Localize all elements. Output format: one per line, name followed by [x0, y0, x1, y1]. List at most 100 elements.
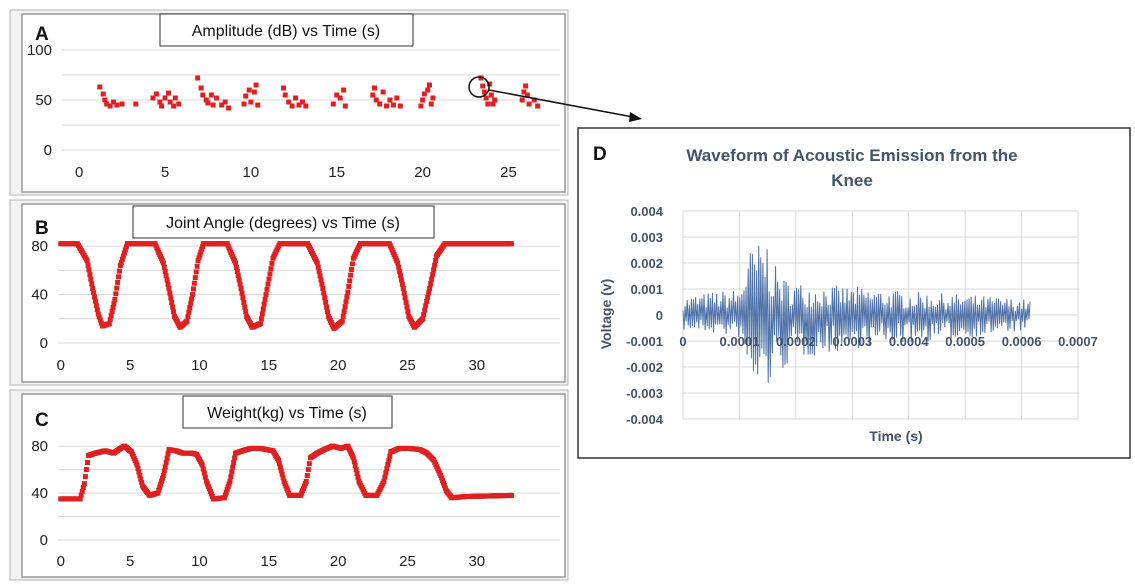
data-point [322, 295, 328, 301]
data-point [266, 276, 272, 282]
data-point [139, 479, 145, 485]
data-point [231, 460, 237, 466]
data-point [92, 298, 98, 304]
data-point [253, 82, 259, 88]
data-point [324, 304, 330, 310]
data-point [384, 466, 390, 472]
data-point [282, 92, 288, 98]
data-point [197, 252, 203, 258]
data-point [427, 286, 433, 291]
data-point [200, 92, 206, 98]
x-tick-label: 25 [399, 553, 416, 570]
data-point [235, 273, 241, 279]
data-point [205, 100, 211, 106]
data-point [102, 97, 108, 103]
data-point [111, 99, 117, 105]
data-point [134, 462, 140, 468]
y-tick-label: 40 [31, 485, 48, 502]
data-point [95, 311, 101, 317]
data-point [268, 266, 274, 272]
panel-d-y-ticks: 0.004 0.003 0.002 0.001 0 -0.001 -0.002 -0.003 -… [626, 204, 664, 427]
data-point [114, 102, 120, 108]
data-point [118, 259, 124, 265]
data-point [251, 89, 257, 95]
data-point [265, 281, 271, 287]
data-point [205, 483, 211, 489]
data-point [260, 306, 266, 312]
x-tick-label: 10 [191, 357, 208, 374]
data-point [425, 294, 431, 300]
panel-a-points [97, 75, 541, 111]
data-point [112, 296, 118, 302]
data-point [158, 481, 164, 487]
data-point [293, 95, 299, 101]
data-point [339, 318, 345, 324]
data-point [526, 101, 532, 107]
data-point [397, 103, 403, 109]
x-tick-label: 5 [126, 553, 134, 570]
data-point [195, 258, 201, 264]
data-point [399, 281, 405, 287]
x-tick-label: 5 [126, 357, 134, 374]
data-point [80, 484, 86, 490]
data-point [352, 463, 358, 469]
x-tick-label: 5 [161, 164, 169, 181]
y-tick-label: 80 [31, 438, 48, 455]
data-point [243, 309, 249, 315]
data-point [316, 269, 322, 275]
panel-d-waveform-line [682, 245, 1031, 383]
panel-b-letter: B [35, 218, 49, 239]
panel-c-letter: C [35, 410, 49, 431]
y-tick-label: 0 [40, 335, 48, 352]
data-point [353, 467, 359, 473]
x-tick-label: 0.0006 [1002, 334, 1042, 349]
data-point [163, 460, 169, 466]
data-point [395, 260, 401, 266]
x-tick-label: 30 [468, 357, 485, 374]
data-point [483, 95, 489, 101]
panel-c-points [58, 443, 514, 502]
data-point [226, 105, 232, 111]
data-point [485, 101, 491, 107]
panel-d-x-ticks: 0 0.0001 0.0002 0.0003 0.0004 0.0005 0.0006 0.0… [679, 334, 1098, 349]
data-point [160, 472, 166, 478]
panel-a-title: Amplitude (dB) vs Time (s) [192, 23, 380, 40]
data-point [324, 309, 330, 315]
data-point [488, 92, 494, 98]
data-point [190, 286, 196, 292]
data-point [171, 103, 177, 109]
panel-b-points [58, 241, 514, 331]
data-point [421, 311, 427, 317]
data-point [276, 461, 282, 467]
data-point [115, 279, 121, 285]
data-point [519, 97, 525, 103]
data-point [159, 475, 165, 481]
data-point [167, 99, 173, 105]
data-point [208, 92, 214, 98]
data-point [396, 264, 402, 270]
data-point [492, 97, 498, 103]
data-point [168, 295, 174, 301]
y-tick-label: 0.001 [630, 282, 663, 297]
data-point [349, 261, 355, 267]
x-tick-label: 20 [414, 164, 431, 181]
data-point [100, 91, 106, 97]
data-point [195, 75, 201, 81]
data-point [116, 268, 122, 274]
data-point [370, 92, 376, 98]
data-point [122, 247, 128, 253]
y-tick-label: 40 [31, 287, 48, 304]
annotation-circle [468, 76, 490, 98]
data-point [77, 496, 83, 502]
data-point [222, 492, 228, 498]
data-point [344, 294, 350, 300]
data-point [106, 321, 112, 327]
annotation-arrow [488, 89, 634, 118]
data-point [123, 244, 129, 250]
data-point [78, 492, 84, 498]
data-point [240, 295, 246, 301]
data-point [108, 313, 114, 319]
data-point [258, 316, 264, 322]
data-point [420, 316, 426, 322]
data-point [385, 462, 391, 468]
